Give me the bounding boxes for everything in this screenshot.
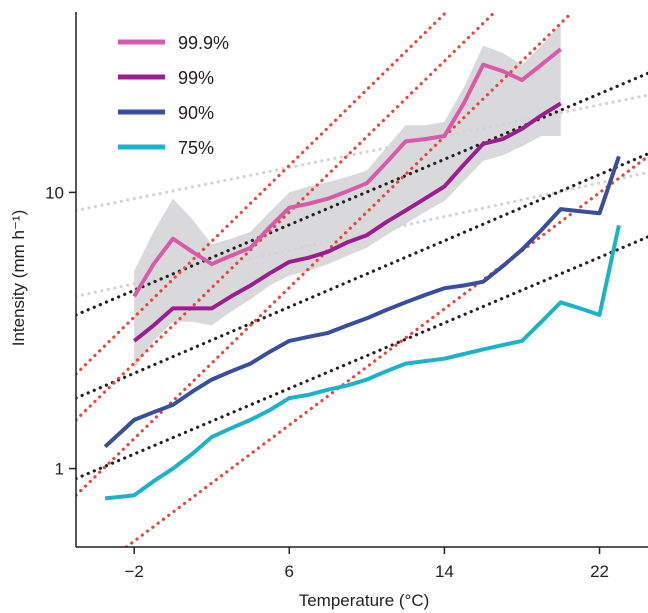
legend-label-2: 90% — [178, 103, 214, 123]
series-line-0 — [132, 47, 562, 298]
legend: 99.9% 99% 90% 75% — [118, 33, 229, 158]
legend-label-1: 99% — [178, 68, 214, 88]
x-tick-label-3: 22 — [590, 562, 609, 581]
series-line-3 — [104, 224, 621, 501]
y-axis-title: Intensity (mm h⁻¹) — [9, 210, 28, 347]
uncertainty-bands — [134, 23, 561, 369]
data-series — [103, 47, 621, 501]
reference-line-3 — [76, 152, 648, 400]
legend-label-3: 75% — [178, 138, 214, 158]
y-tick-label-1: 10 — [45, 183, 64, 202]
series-line-2 — [103, 155, 621, 449]
x-tick-label-2: 14 — [435, 562, 454, 581]
axes — [75, 12, 648, 548]
series-line-1 — [132, 101, 562, 343]
y-ticks: 1 10 — [45, 183, 76, 479]
reference-line-6 — [76, 12, 497, 422]
reference-line-4 — [76, 235, 648, 481]
uncertainty-band-0 — [134, 23, 561, 369]
x-axis-title: Temperature (°C) — [299, 591, 430, 610]
x-tick-label-1: 6 — [285, 562, 294, 581]
x-tick-label-0: −2 — [124, 562, 143, 581]
reference-line-1 — [76, 170, 648, 298]
y-tick-label-0: 1 — [55, 460, 64, 479]
legend-label-0: 99.9% — [178, 33, 229, 53]
reference-lines — [76, 12, 648, 547]
reference-line-0 — [76, 93, 648, 213]
reference-line-2 — [76, 71, 648, 317]
reference-line-5 — [76, 12, 448, 376]
x-ticks: −2 6 14 22 — [124, 547, 609, 581]
